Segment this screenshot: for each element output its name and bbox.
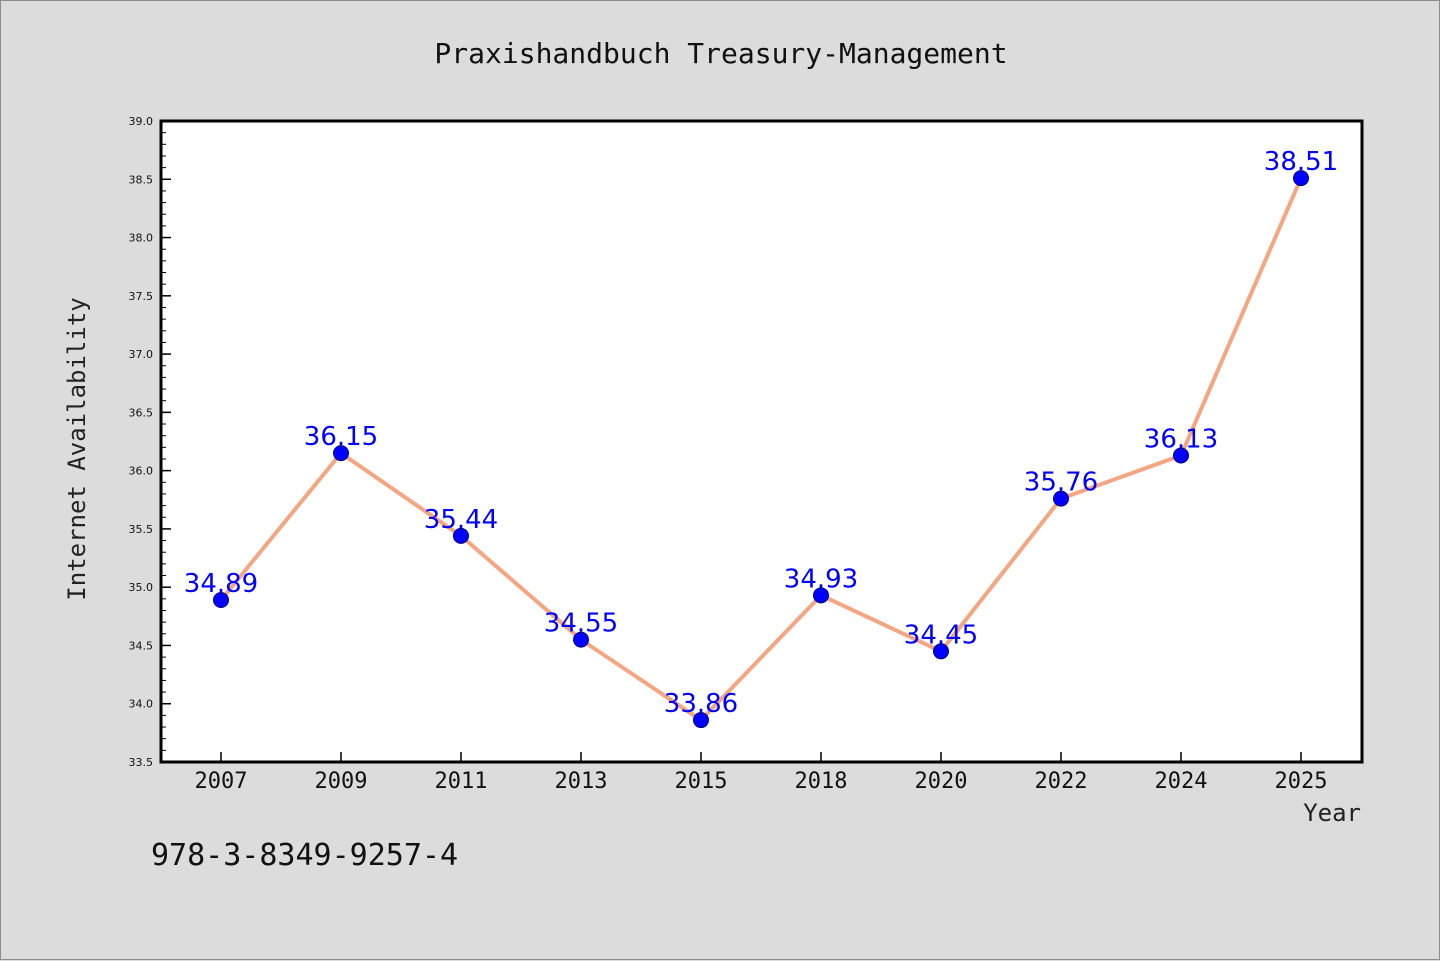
y-tick-label: 37.0: [129, 348, 154, 361]
y-axis-label: Internet Availability: [63, 297, 91, 600]
data-point: [1053, 490, 1069, 507]
y-tick-label: 34.5: [129, 639, 154, 652]
data-point: [1173, 447, 1189, 464]
data-label: 33.86: [664, 689, 738, 719]
x-tick-label: 2018: [795, 769, 848, 794]
footer-text: 978-3-8349-9257-4: [151, 838, 458, 873]
data-point: [933, 643, 949, 660]
x-tick-label: 2022: [1035, 769, 1088, 794]
data-labels: 34.89 36.15 35.44 34.55 33.86 34.93 34.45 35.76…: [184, 147, 1338, 719]
data-label: 35.76: [1024, 468, 1098, 498]
x-tick-label: 2007: [195, 769, 248, 794]
y-tick-label: 38.5: [129, 173, 154, 186]
y-tick-label: 36.0: [129, 465, 154, 478]
y-tick-label: 37.5: [129, 290, 154, 303]
x-axis-ticks: 2007 2009 2011 2013 2015 2018 2020 2022 2024 2025: [195, 752, 1328, 794]
data-point: [213, 592, 229, 609]
data-label: 35.44: [424, 505, 498, 535]
y-axis-ticks: 33.5 34.0 34.5 35.0 35.5 36.0 36.5 37.0 37.5 38.0…: [129, 115, 171, 769]
data-point: [693, 712, 709, 729]
y-tick-label: 38.0: [129, 232, 154, 245]
data-point: [573, 631, 589, 648]
series-line: [219, 176, 1303, 723]
y-tick-label: 34.0: [129, 698, 154, 711]
y-tick-label: 35.0: [129, 581, 154, 594]
data-label: 34.89: [184, 569, 258, 599]
x-tick-label: 2024: [1155, 769, 1208, 794]
x-tick-label: 2020: [915, 769, 968, 794]
data-label: 34.55: [544, 609, 618, 639]
x-tick-label: 2009: [315, 769, 368, 794]
chart-title: Praxishandbuch Treasury-Management: [434, 37, 1007, 70]
x-tick-label: 2015: [675, 769, 728, 794]
data-point: [453, 527, 469, 544]
x-axis-label: Year: [1303, 799, 1361, 827]
data-label: 36.15: [304, 422, 378, 452]
data-point: [333, 445, 349, 462]
series-markers: [213, 170, 1309, 729]
data-point: [1293, 170, 1309, 187]
x-tick-label: 2011: [435, 769, 488, 794]
x-tick-label: 2013: [555, 769, 608, 794]
data-label: 38.51: [1264, 147, 1338, 177]
y-tick-label: 33.5: [129, 756, 154, 769]
data-label: 34.93: [784, 564, 858, 594]
series-line-group: [219, 176, 1303, 723]
y-tick-label: 36.5: [129, 406, 154, 419]
data-label: 36.13: [1144, 424, 1218, 454]
x-tick-label: 2025: [1275, 769, 1328, 794]
y-tick-label: 39.0: [129, 115, 154, 128]
y-tick-label: 35.5: [129, 523, 154, 536]
data-label: 34.45: [904, 620, 978, 650]
data-point: [813, 587, 829, 604]
